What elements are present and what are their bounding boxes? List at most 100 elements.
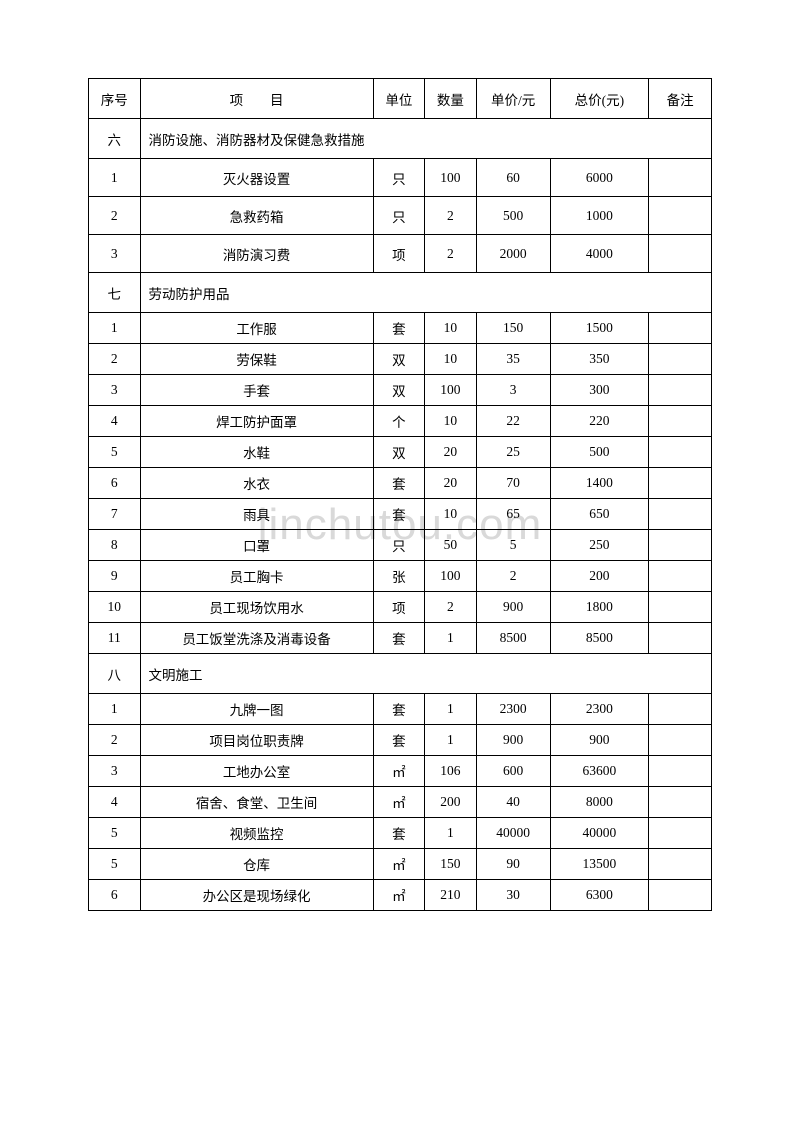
cell-note (649, 197, 712, 235)
table-row: 1灭火器设置只100606000 (89, 159, 712, 197)
cell-unit: 项 (373, 592, 425, 623)
cell-item: 员工现场饮用水 (140, 592, 373, 623)
cell-price: 65 (476, 499, 550, 530)
cell-price: 900 (476, 592, 550, 623)
table-row: 4焊工防护面罩个1022220 (89, 406, 712, 437)
table-row: 5视频监控套14000040000 (89, 818, 712, 849)
table-row: 11员工饭堂洗涤及消毒设备套185008500 (89, 623, 712, 654)
cell-price: 60 (476, 159, 550, 197)
cell-total: 8000 (550, 787, 649, 818)
table-row: 5水鞋双2025500 (89, 437, 712, 468)
cell-unit: ㎡ (373, 756, 425, 787)
cell-item: 灭火器设置 (140, 159, 373, 197)
cell-seq: 5 (89, 849, 141, 880)
cell-unit: 套 (373, 694, 425, 725)
cell-note (649, 437, 712, 468)
cell-note (649, 406, 712, 437)
cell-total: 650 (550, 499, 649, 530)
cell-price: 2300 (476, 694, 550, 725)
cell-seq: 5 (89, 437, 141, 468)
cell-total: 1000 (550, 197, 649, 235)
cell-qty: 200 (425, 787, 477, 818)
cell-item: 工作服 (140, 313, 373, 344)
cell-total: 500 (550, 437, 649, 468)
cell-note (649, 787, 712, 818)
table-row: 3消防演习费项220004000 (89, 235, 712, 273)
cell-item: 员工饭堂洗涤及消毒设备 (140, 623, 373, 654)
cell-seq: 6 (89, 880, 141, 911)
cell-unit: 套 (373, 623, 425, 654)
cell-unit: ㎡ (373, 849, 425, 880)
cell-qty: 10 (425, 344, 477, 375)
cell-unit: ㎡ (373, 787, 425, 818)
cell-seq: 6 (89, 468, 141, 499)
section-row: 六消防设施、消防器材及保健急救措施 (89, 119, 712, 159)
cell-item: 办公区是现场绿化 (140, 880, 373, 911)
cell-item: 项目岗位职责牌 (140, 725, 373, 756)
cell-qty: 2 (425, 197, 477, 235)
cell-item: 手套 (140, 375, 373, 406)
cell-qty: 10 (425, 499, 477, 530)
cell-total: 200 (550, 561, 649, 592)
cell-qty: 210 (425, 880, 477, 911)
cell-seq: 1 (89, 694, 141, 725)
cell-seq: 2 (89, 725, 141, 756)
cell-item: 水衣 (140, 468, 373, 499)
cell-total: 900 (550, 725, 649, 756)
cell-total: 63600 (550, 756, 649, 787)
table-header-row: 序号 项 目 单位 数量 单价/元 总价(元) 备注 (89, 79, 712, 119)
cell-item: 员工胸卡 (140, 561, 373, 592)
table-row: 1九牌一图套123002300 (89, 694, 712, 725)
table-row: 2急救药箱只25001000 (89, 197, 712, 235)
cell-unit: 项 (373, 235, 425, 273)
cell-total: 250 (550, 530, 649, 561)
section-seq: 六 (89, 119, 141, 159)
cell-note (649, 344, 712, 375)
cell-qty: 100 (425, 159, 477, 197)
section-row: 七劳动防护用品 (89, 273, 712, 313)
cell-price: 22 (476, 406, 550, 437)
cell-unit: 双 (373, 344, 425, 375)
cell-note (649, 499, 712, 530)
cell-item: 急救药箱 (140, 197, 373, 235)
cell-qty: 100 (425, 375, 477, 406)
cell-qty: 10 (425, 313, 477, 344)
cell-unit: 个 (373, 406, 425, 437)
cell-note (649, 468, 712, 499)
cell-item: 九牌一图 (140, 694, 373, 725)
cell-qty: 10 (425, 406, 477, 437)
cell-total: 1500 (550, 313, 649, 344)
cost-table: 序号 项 目 单位 数量 单价/元 总价(元) 备注 六消防设施、消防器材及保健… (88, 78, 712, 911)
cell-item: 雨具 (140, 499, 373, 530)
cell-qty: 150 (425, 849, 477, 880)
cell-unit: 套 (373, 313, 425, 344)
cell-item: 焊工防护面罩 (140, 406, 373, 437)
cell-seq: 9 (89, 561, 141, 592)
section-seq: 八 (89, 654, 141, 694)
cell-note (649, 592, 712, 623)
header-note: 备注 (649, 79, 712, 119)
header-seq: 序号 (89, 79, 141, 119)
cell-seq: 1 (89, 313, 141, 344)
cell-item: 视频监控 (140, 818, 373, 849)
cell-price: 900 (476, 725, 550, 756)
cell-total: 300 (550, 375, 649, 406)
cell-seq: 3 (89, 375, 141, 406)
cell-qty: 1 (425, 725, 477, 756)
cell-item: 消防演习费 (140, 235, 373, 273)
cell-item: 仓库 (140, 849, 373, 880)
cell-seq: 3 (89, 235, 141, 273)
cell-note (649, 561, 712, 592)
cell-unit: 套 (373, 468, 425, 499)
cell-seq: 8 (89, 530, 141, 561)
cell-qty: 2 (425, 235, 477, 273)
cell-seq: 2 (89, 197, 141, 235)
cell-total: 6300 (550, 880, 649, 911)
cell-note (649, 623, 712, 654)
cell-qty: 1 (425, 694, 477, 725)
table-row: 7雨具套1065650 (89, 499, 712, 530)
cell-unit: 套 (373, 725, 425, 756)
section-title: 劳动防护用品 (140, 273, 711, 313)
cell-seq: 4 (89, 787, 141, 818)
section-row: 八文明施工 (89, 654, 712, 694)
